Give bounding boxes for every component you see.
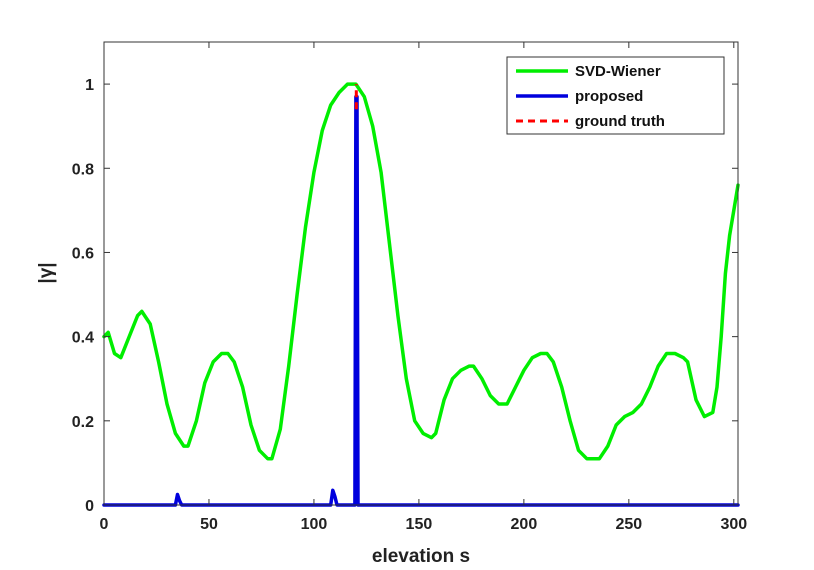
x-axis-label: elevation s [372, 546, 470, 567]
x-tick-label: 150 [406, 516, 433, 533]
y-tick-label: 0 [85, 498, 94, 515]
y-tick-label: 0.2 [72, 414, 94, 431]
x-tick-label: 100 [301, 516, 328, 533]
legend-entries: SVD-Wiener proposed ground truth [516, 63, 665, 130]
y-tick-label: 0.8 [72, 161, 94, 178]
x-tick-label: 0 [100, 516, 109, 533]
legend-label-proposed: proposed [575, 88, 643, 105]
y-tick-label: 0.4 [72, 330, 94, 347]
y-tick-label: 0.6 [72, 245, 94, 262]
x-tick-label: 250 [615, 516, 642, 533]
series-line-svd-wiener [102, 82, 740, 461]
x-tick-label: 50 [200, 516, 218, 533]
y-tick-label: 1 [85, 77, 94, 94]
legend: SVD-Wiener proposed ground truth [506, 56, 725, 135]
plot-frame [103, 41, 739, 506]
x-axis: 0 50 100 150 200 250 300 [100, 42, 747, 533]
y-axis-label: |γ| [36, 262, 57, 283]
legend-label-ground-truth: ground truth [575, 113, 665, 130]
legend-label-svd-wiener: SVD-Wiener [575, 63, 661, 80]
series-layer [102, 82, 740, 507]
y-axis: 0 0.2 0.4 0.6 0.8 1 [72, 77, 738, 515]
x-tick-label: 200 [511, 516, 538, 533]
x-tick-label: 300 [720, 516, 747, 533]
